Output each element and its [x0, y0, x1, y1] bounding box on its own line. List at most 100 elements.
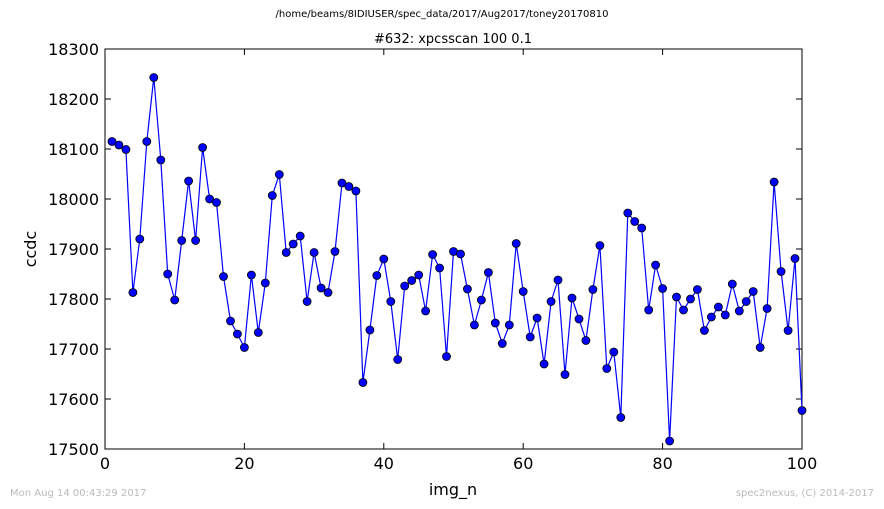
data-point	[609, 347, 619, 357]
data-point	[623, 208, 633, 218]
data-point	[741, 297, 751, 306]
y-axis-label: ccdc	[21, 231, 40, 268]
x-tick-label: 0	[100, 454, 110, 473]
data-point	[358, 378, 368, 387]
data-point	[748, 287, 758, 296]
data-point	[532, 313, 542, 323]
credit: spec2nexus, (C) 2014-2017	[735, 488, 874, 499]
data-point	[365, 325, 375, 335]
data-point	[790, 254, 800, 263]
data-point	[616, 413, 626, 422]
data-point	[518, 287, 528, 296]
data-point	[686, 294, 695, 304]
data-point	[232, 329, 242, 339]
data-point	[135, 234, 145, 244]
data-point	[386, 297, 396, 306]
series-line	[111, 77, 803, 442]
data-point	[602, 364, 612, 373]
timestamp: Mon Aug 14 00:43:29 2017	[10, 488, 147, 499]
data-point	[344, 182, 354, 191]
data-point	[149, 73, 159, 82]
data-point	[435, 263, 445, 273]
data-point	[476, 295, 486, 305]
data-point	[651, 260, 660, 270]
data-point	[191, 236, 201, 245]
y-tick-label: 17700	[48, 340, 99, 359]
data-point	[323, 288, 333, 297]
data-point	[456, 249, 465, 259]
y-tick-label: 17600	[48, 390, 99, 409]
suptitle: /home/beams/8IDIUSER/spec_data/2017/Aug2…	[275, 9, 609, 20]
data-point	[714, 302, 723, 312]
data-point	[421, 306, 431, 316]
data-point	[198, 143, 208, 152]
data-point	[330, 247, 340, 256]
data-point	[212, 198, 221, 207]
data-point	[302, 297, 312, 306]
data-point	[407, 276, 417, 285]
data-point	[672, 292, 681, 302]
data-point	[700, 326, 709, 335]
data-point	[769, 177, 779, 187]
data-point	[114, 140, 124, 150]
data-point	[121, 145, 131, 154]
data-point	[295, 231, 305, 241]
data-point	[539, 359, 549, 369]
data-point	[665, 436, 674, 446]
data-point	[156, 155, 166, 165]
data-point	[497, 339, 507, 348]
data-point	[644, 305, 654, 315]
data-point	[574, 314, 584, 324]
data-point	[246, 270, 256, 280]
data-point	[469, 320, 479, 330]
x-axis: 0 20 40 60 80 100	[100, 49, 817, 473]
data-point	[511, 239, 521, 248]
data-point	[693, 285, 702, 294]
data-point	[442, 352, 451, 361]
data-point	[504, 320, 514, 330]
data-point	[707, 312, 716, 322]
data-point	[393, 355, 403, 364]
data-point	[595, 241, 605, 250]
data-point	[762, 304, 772, 313]
y-tick-label: 18000	[48, 190, 99, 209]
data-point	[734, 306, 744, 316]
data-point	[462, 284, 472, 294]
x-tick-label: 100	[787, 454, 818, 473]
data-point	[274, 170, 284, 179]
data-point	[142, 137, 152, 146]
data-point	[219, 272, 228, 281]
y-tick-label: 17900	[48, 240, 99, 259]
data-point	[337, 178, 347, 188]
data-point	[239, 343, 249, 352]
data-point	[400, 281, 410, 291]
data-point	[560, 370, 570, 379]
data-point	[679, 305, 688, 315]
data-point	[797, 406, 807, 415]
data-point	[226, 316, 235, 326]
data-point	[546, 297, 556, 306]
data-point	[755, 343, 765, 352]
data-point	[588, 285, 598, 294]
y-tick-label: 17500	[48, 440, 99, 459]
data-point	[783, 326, 793, 335]
y-tick-label: 18100	[48, 140, 99, 159]
x-tick-label: 40	[374, 454, 394, 473]
data-point	[630, 217, 640, 226]
data-point	[727, 279, 737, 289]
y-tick-label: 18200	[48, 90, 99, 109]
data-point	[379, 254, 389, 264]
data-series	[107, 73, 807, 446]
data-point	[720, 310, 730, 320]
data-point	[483, 268, 493, 277]
data-point	[525, 332, 535, 342]
data-point	[309, 248, 319, 257]
data-point	[128, 288, 138, 297]
data-point	[184, 176, 194, 186]
data-point	[316, 283, 326, 293]
x-tick-label: 60	[513, 454, 533, 473]
data-point	[205, 194, 215, 204]
y-tick-label: 17800	[48, 290, 99, 309]
data-point	[177, 236, 187, 245]
